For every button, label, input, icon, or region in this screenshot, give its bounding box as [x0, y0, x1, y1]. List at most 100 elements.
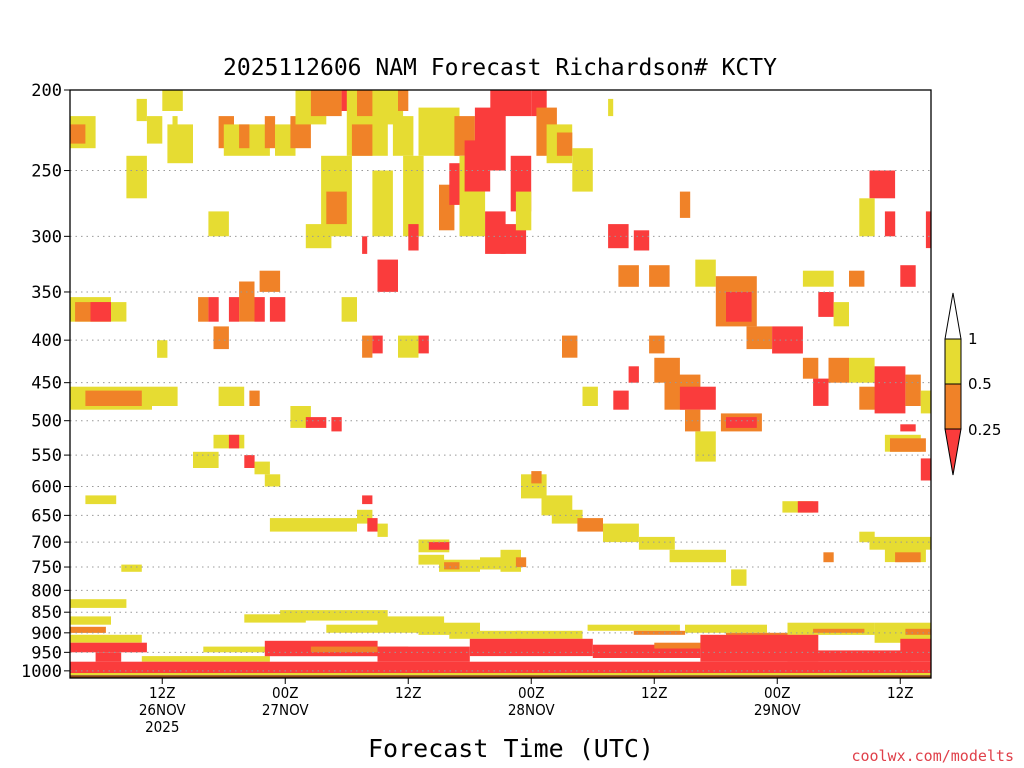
ri-cell-orange [618, 265, 639, 287]
chart-title: 2025112606 NAM Forecast Richardson# KCTY [223, 55, 777, 81]
ri-cell-red [377, 646, 470, 662]
ri-cell-yellow [146, 116, 163, 144]
ri-cell-yellow [382, 90, 404, 125]
ri-cell-yellow [833, 302, 849, 327]
ri-cell-orange [70, 626, 106, 633]
y-tick-label-950: 950 [31, 643, 62, 663]
ri-cell-red [341, 90, 352, 111]
ri-cell-orange [577, 518, 603, 532]
ri-cell-yellow [70, 634, 142, 643]
ri-cell-orange [239, 124, 250, 149]
ri-cell-orange [679, 191, 691, 218]
ri-cell-yellow [582, 386, 598, 406]
ri-cell-red [269, 297, 286, 322]
ri-cell-red [474, 107, 506, 171]
ri-cell-orange [531, 471, 542, 484]
x-tick-label-72-0: 00Z [764, 684, 790, 702]
ri-cell-yellow [587, 624, 680, 631]
ri-cell-red [884, 211, 896, 237]
ri-cell-yellow [418, 107, 460, 156]
ri-cell-red [787, 650, 911, 662]
ri-cell-orange [905, 628, 931, 635]
ri-cell-yellow [157, 340, 168, 358]
ri-cell-yellow [403, 155, 424, 237]
x-tick-label-12-1: 26NOV [139, 701, 187, 719]
ri-cell-yellow [398, 335, 419, 358]
ri-cell-red [331, 417, 342, 432]
ri-cell-orange [562, 335, 578, 358]
y-tick-label-400: 400 [31, 331, 62, 351]
ri-cell-red [490, 90, 532, 117]
ri-cell-red [95, 652, 122, 662]
y-tick-label-350: 350 [31, 283, 62, 303]
y-tick-label-650: 650 [31, 506, 62, 526]
legend-bin-yellow [944, 338, 962, 385]
ri-cell-yellow [480, 557, 501, 570]
ri-cell-orange [649, 265, 670, 287]
ri-cell-yellow [449, 630, 522, 639]
y-tick-label-1000: 1000 [21, 662, 62, 682]
ri-cell-orange [239, 281, 255, 322]
ri-cell-red [900, 424, 916, 432]
legend-label-0.5: 0.5 [968, 375, 992, 393]
ri-cell-yellow [859, 531, 875, 543]
legend-label-0.25: 0.25 [968, 421, 1001, 439]
ri-cell-red [208, 297, 219, 322]
ri-cell-red [900, 638, 931, 662]
ri-cell-red [485, 211, 506, 254]
ri-cell-red [367, 518, 378, 532]
x-tick-label-84-0: 12Z [887, 684, 913, 702]
ri-cell-red [900, 265, 916, 287]
ri-cell-yellow [500, 549, 521, 572]
ri-cell-red [70, 642, 147, 653]
ri-cell-yellow [121, 564, 142, 572]
ri-cell-orange [654, 642, 711, 649]
y-tick-label-900: 900 [31, 624, 62, 644]
x-tick-label-72-1: 29NOV [754, 701, 802, 719]
ri-cell-yellow [193, 451, 219, 468]
ri-cell-yellow [669, 549, 726, 563]
ri-cell-yellow [70, 599, 127, 608]
ri-cell-yellow [70, 616, 111, 625]
ri-cell-yellow [695, 431, 716, 462]
ri-cell-yellow [126, 155, 147, 199]
ri-cell-red [228, 434, 240, 449]
ri-cell-red [925, 211, 931, 249]
ri-cell-yellow [111, 302, 127, 322]
ri-cell-red [726, 292, 752, 322]
ri-cell-orange [813, 628, 865, 633]
ri-cell-yellow [515, 191, 532, 231]
ri-cell-orange [213, 326, 229, 350]
ri-cell-orange [828, 357, 849, 383]
ri-cell-red [377, 259, 398, 292]
ri-cell-red [874, 366, 906, 414]
ri-cell-yellow [372, 170, 393, 237]
ri-cell-orange [310, 646, 409, 653]
ri-cell-red [362, 236, 368, 254]
ri-cell-orange [649, 335, 665, 354]
ri-cell-orange [895, 552, 921, 563]
ri-cell-red [628, 366, 639, 383]
ri-cell-red [726, 417, 757, 428]
y-tick-label-500: 500 [31, 412, 62, 432]
ri-cell-yellow [172, 116, 178, 133]
ri-cell-orange [905, 374, 921, 406]
x-tick-label-48-0: 00Z [518, 684, 544, 702]
ri-cell-yellow [695, 259, 716, 287]
x-tick-label-12-0: 12Z [149, 684, 175, 702]
ri-cell-red [244, 455, 255, 468]
ri-cell-red [469, 638, 593, 657]
ri-cell-red [362, 495, 373, 505]
ri-cell-yellow [377, 616, 445, 627]
y-tick-label-600: 600 [31, 477, 62, 497]
ri-cell-red [920, 458, 931, 481]
ri-cell-orange [249, 390, 260, 406]
ri-cell-yellow [920, 390, 931, 414]
ri-cell-orange [823, 552, 834, 563]
x-tick-label-24-0: 00Z [272, 684, 298, 702]
ri-cell-yellow [136, 98, 147, 122]
ri-cell-red [90, 302, 111, 322]
ri-cell-yellow [290, 406, 311, 428]
x-tick-label-48-1: 28NOV [508, 701, 556, 719]
